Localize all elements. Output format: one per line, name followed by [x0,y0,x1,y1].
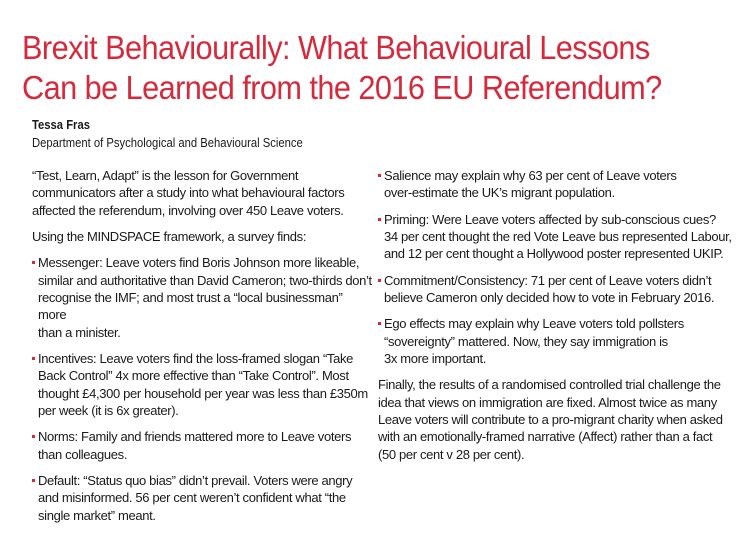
bullet-item: Priming: Were Leave voters affected by s… [378,211,738,263]
bullet-item: Default: “Status quo bias” didn’t prevai… [32,472,372,524]
bullet-icon [378,322,381,326]
bullet-item: Messenger: Leave voters find Boris Johns… [32,254,372,341]
bullet-text: Commitment/Consistency: 71 per cent of L… [384,272,715,306]
right-column: Salience may explain why 63 per cent of … [378,167,738,472]
bullet-icon [378,278,381,282]
bullet-item: Norms: Family and friends mattered more … [32,428,372,463]
bullet-icon [32,479,35,483]
bullet-icon [378,174,381,177]
bullet-text: Priming: Were Leave voters affected by s… [384,211,732,262]
author-department: Department of Psychological and Behaviou… [32,136,303,150]
lead-paragraph: Using the MINDSPACE framework, a survey … [32,229,307,245]
intro-paragraph: “Test, Learn, Adapt” is the lesson for G… [32,168,345,218]
bullet-icon [32,435,35,439]
left-column: “Test, Learn, Adapt” is the lesson for G… [32,167,372,533]
bullet-text: Incentives: Leave voters find the loss-f… [38,351,368,419]
bullet-icon [32,357,35,361]
bullet-text: Salience may explain why 63 per cent of … [384,168,677,201]
bullet-item: Incentives: Leave voters find the loss-f… [32,350,372,420]
bullet-icon [32,261,35,265]
page-title: Brexit Behaviourally: What Behavioural L… [22,28,662,108]
bullet-item: Commitment/Consistency: 71 per cent of L… [378,272,738,307]
title-line: Can be Learned from the 2016 EU Referend… [22,69,662,106]
bullet-text: Ego effects may explain why Leave voters… [384,316,684,367]
byline: Tessa Fras Department of Psychological a… [32,116,303,152]
bullet-text: Messenger: Leave voters find Boris Johns… [38,255,372,340]
bullet-item: Ego effects may explain why Leave voters… [378,315,738,367]
bullet-item: Salience may explain why 63 per cent of … [378,167,738,202]
title-line: Brexit Behaviourally: What Behavioural L… [22,29,650,66]
bullet-text: Norms: Family and friends mattered more … [38,429,352,462]
bullet-icon [378,217,381,221]
conclusion-paragraph: Finally, the results of a randomised con… [378,377,723,462]
bullet-text: Default: “Status quo bias” didn’t prevai… [38,473,353,523]
author-name: Tessa Fras [32,118,90,132]
